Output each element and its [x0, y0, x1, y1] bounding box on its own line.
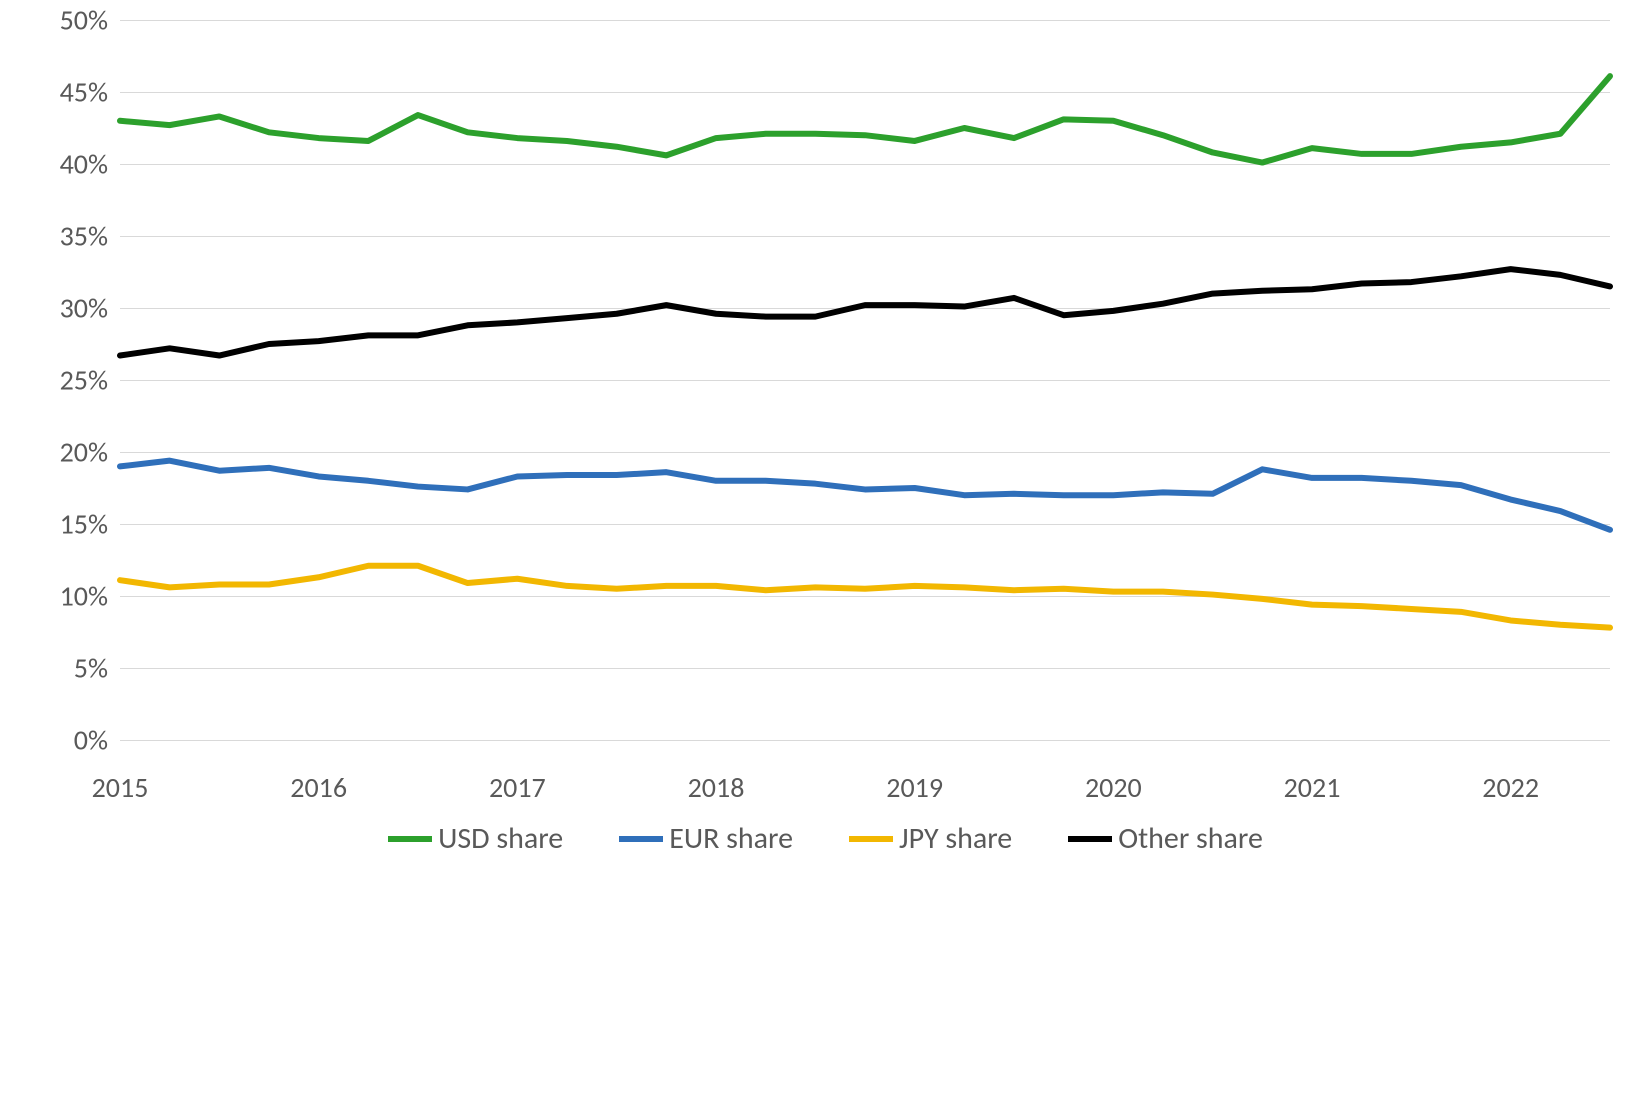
y-tick-label: 50% [18, 3, 108, 38]
series-eur [120, 461, 1610, 530]
legend-label: USD share [438, 820, 563, 857]
line-layer [120, 20, 1610, 740]
legend-item-other: Other share [1068, 820, 1263, 857]
y-tick-label: 25% [18, 363, 108, 398]
series-jpy [120, 566, 1610, 628]
y-tick-label: 0% [18, 723, 108, 758]
legend-swatch [849, 836, 893, 842]
gridline [120, 740, 1610, 741]
x-tick-label: 2019 [886, 770, 943, 805]
x-tick-label: 2017 [489, 770, 546, 805]
x-tick-label: 2018 [688, 770, 745, 805]
x-tick-label: 2016 [290, 770, 347, 805]
series-other [120, 269, 1610, 355]
plot-area [120, 20, 1610, 740]
series-usd [120, 76, 1610, 162]
legend-label: JPY share [899, 820, 1012, 857]
y-tick-label: 40% [18, 147, 108, 182]
legend: USD share EUR share JPY share Other share [0, 820, 1651, 857]
y-tick-label: 20% [18, 435, 108, 470]
y-tick-label: 15% [18, 507, 108, 542]
y-tick-label: 45% [18, 75, 108, 110]
x-tick-label: 2022 [1482, 770, 1539, 805]
legend-label: EUR share [669, 820, 793, 857]
x-tick-label: 2020 [1085, 770, 1142, 805]
y-tick-label: 10% [18, 579, 108, 614]
legend-item-eur: EUR share [619, 820, 793, 857]
y-tick-label: 30% [18, 291, 108, 326]
legend-swatch [1068, 836, 1112, 842]
x-tick-label: 2021 [1284, 770, 1341, 805]
currency-share-chart: 0% 5% 10% 15% 20% 25% 30% 35% 40% 45% 50% 2015 2016 2… [0, 0, 1651, 1120]
x-tick-label: 2015 [92, 770, 149, 805]
y-tick-label: 5% [18, 651, 108, 686]
y-tick-label: 35% [18, 219, 108, 254]
legend-item-usd: USD share [388, 820, 563, 857]
legend-swatch [619, 836, 663, 842]
legend-swatch [388, 836, 432, 842]
legend-item-jpy: JPY share [849, 820, 1012, 857]
legend-label: Other share [1118, 820, 1263, 857]
